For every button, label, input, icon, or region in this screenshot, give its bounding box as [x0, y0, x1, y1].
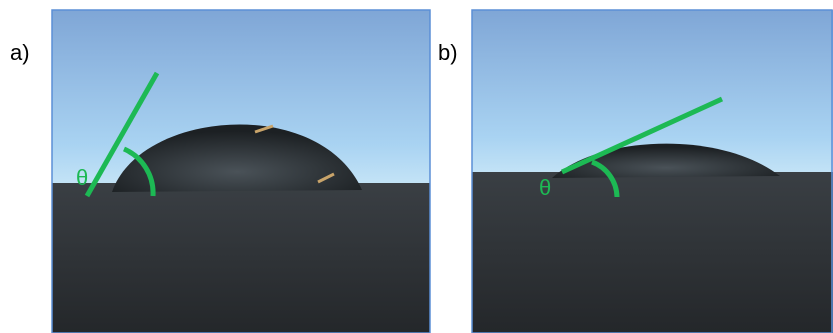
panel-label: b): [438, 40, 458, 65]
figure: a) θ b) θ: [0, 0, 833, 333]
angle-symbol: θ: [76, 165, 88, 190]
photo: [52, 10, 430, 333]
panel-label: a): [10, 40, 30, 65]
angle-symbol: θ: [539, 175, 551, 200]
photo: [472, 10, 833, 333]
